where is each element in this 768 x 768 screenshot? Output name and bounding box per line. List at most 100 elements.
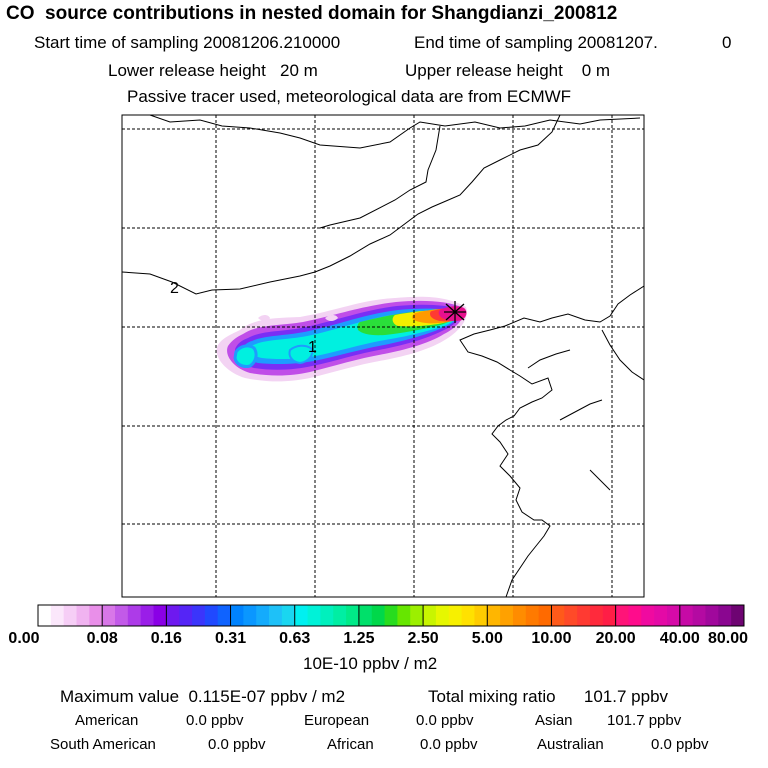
colorbar-swatch bbox=[564, 605, 578, 626]
colorbar-swatch bbox=[256, 605, 270, 626]
start-time-label: Start time of sampling 20081206.210000 bbox=[34, 33, 341, 52]
colorbar-tick-label: 0.08 bbox=[86, 630, 118, 647]
colorbar-tick-label: 2.50 bbox=[407, 630, 439, 647]
plume-faint-patch-a bbox=[258, 315, 270, 321]
contour-label: 2 bbox=[170, 280, 179, 297]
colorbar-swatch bbox=[320, 605, 334, 626]
plume-faint-patch-b bbox=[325, 315, 338, 321]
colorbar-swatch bbox=[63, 605, 78, 626]
colorbar-swatch bbox=[115, 605, 129, 626]
colorbar-swatch bbox=[423, 605, 437, 626]
colorbar-swatch bbox=[500, 605, 514, 626]
colorbar-swatch bbox=[127, 605, 142, 626]
colorbar-tick-label: 0.63 bbox=[279, 630, 311, 647]
colorbar-swatch bbox=[589, 605, 604, 626]
colorbar-tick-label: 0.16 bbox=[150, 630, 182, 647]
end-time-suffix: 0 bbox=[722, 33, 732, 52]
colorbar-swatch bbox=[294, 605, 309, 626]
colorbar-swatch bbox=[474, 605, 488, 626]
colorbar-swatch bbox=[384, 605, 398, 626]
region-name: American bbox=[75, 712, 139, 729]
region-value: 101.7 ppbv bbox=[607, 712, 682, 729]
colorbar-swatch bbox=[50, 605, 65, 626]
colorbar-swatch bbox=[692, 605, 706, 626]
colorbar-tick-label: 10.00 bbox=[531, 630, 572, 647]
colorbar-swatch bbox=[358, 605, 373, 626]
end-time-label: End time of sampling 20081207. bbox=[414, 33, 658, 52]
colorbar-swatch bbox=[487, 605, 501, 626]
map-frame bbox=[121, 114, 645, 598]
upper-release-label: Upper release height 0 m bbox=[405, 61, 611, 80]
colorbar-swatch bbox=[666, 605, 681, 626]
plume bbox=[216, 296, 467, 382]
colorbar-swatch bbox=[512, 605, 527, 626]
region-name: Asian bbox=[535, 712, 573, 729]
plume-west-blob bbox=[233, 344, 258, 368]
region-name: European bbox=[304, 712, 370, 729]
colorbar-swatch bbox=[333, 605, 347, 626]
region-value: 0.0 ppbv bbox=[208, 736, 266, 753]
colorbar-tick-label: 40.00 bbox=[659, 630, 700, 647]
colorbar-swatch bbox=[628, 605, 642, 626]
colorbar-swatch bbox=[577, 605, 591, 626]
region-value: 0.0 ppbv bbox=[651, 736, 709, 753]
colorbar-swatch bbox=[153, 605, 167, 626]
contour-label: 1 bbox=[308, 339, 317, 356]
plume-mid-blob bbox=[288, 344, 314, 365]
region-name: South American bbox=[50, 736, 156, 753]
colorbar-swatch bbox=[76, 605, 90, 626]
colorbar-swatch bbox=[179, 605, 193, 626]
colorbar-swatch bbox=[38, 605, 52, 626]
colorbar-swatch bbox=[307, 605, 321, 626]
colorbar-unit: 10E-10 ppbv / m2 bbox=[303, 654, 438, 673]
colorbar-swatch bbox=[731, 605, 745, 626]
colorbar-swatch bbox=[718, 605, 732, 626]
coastlines bbox=[122, 115, 644, 597]
colorbar-swatch bbox=[102, 605, 116, 626]
colorbar-swatch bbox=[525, 605, 540, 626]
max-value-label: Maximum value 0.115E-07 ppbv / m2 bbox=[60, 687, 346, 706]
colorbar-swatch bbox=[230, 605, 244, 626]
colorbar-swatch bbox=[538, 605, 552, 626]
colorbar-swatch bbox=[448, 605, 463, 626]
colorbar-tick-label: 1.25 bbox=[343, 630, 375, 647]
chart-title: CO source contributions in nested domain… bbox=[6, 3, 618, 24]
colorbar-swatch bbox=[410, 605, 424, 626]
colorbar-swatch bbox=[269, 605, 283, 626]
colorbar-swatch bbox=[281, 605, 296, 626]
colorbar-swatch bbox=[346, 605, 360, 626]
region-value: 0.0 ppbv bbox=[186, 712, 244, 729]
tracer-note: Passive tracer used, meteorological data… bbox=[127, 87, 572, 106]
colorbar-swatch bbox=[461, 605, 475, 626]
colorbar-swatch bbox=[705, 605, 719, 626]
colorbar-tick-label: 5.00 bbox=[471, 630, 503, 647]
colorbar-swatch bbox=[435, 605, 450, 626]
colorbar-swatch bbox=[89, 605, 103, 626]
colorbar-swatch bbox=[192, 605, 206, 626]
colorbar-swatch bbox=[679, 605, 694, 626]
total-mixing-label: Total mixing ratio 101.7 ppbv bbox=[428, 687, 669, 706]
colorbar-swatch bbox=[654, 605, 668, 626]
colorbar-swatch bbox=[615, 605, 629, 626]
colorbar-swatch bbox=[551, 605, 565, 626]
colorbar-swatch bbox=[204, 605, 219, 626]
asterisk-icon bbox=[444, 301, 466, 323]
colorbar-swatch bbox=[166, 605, 180, 626]
colorbar-swatch bbox=[217, 605, 232, 626]
region-name: African bbox=[327, 736, 374, 753]
region-name: Australian bbox=[537, 736, 604, 753]
colorbar-swatch bbox=[602, 605, 617, 626]
colorbar-tick-label: 0.31 bbox=[214, 630, 247, 647]
colorbar-tick-label: 0.00 bbox=[8, 630, 40, 647]
region-value: 0.0 ppbv bbox=[420, 736, 478, 753]
colorbar-frame bbox=[37, 604, 745, 627]
lower-release-label: Lower release height 20 m bbox=[108, 61, 318, 80]
colorbar-swatch bbox=[397, 605, 411, 626]
region-value: 0.0 ppbv bbox=[416, 712, 474, 729]
colorbar-swatch bbox=[140, 605, 155, 626]
colorbar-swatch bbox=[641, 605, 655, 626]
colorbar-swatch bbox=[371, 605, 386, 626]
colorbar-tick-label: 80.00 bbox=[707, 630, 749, 647]
